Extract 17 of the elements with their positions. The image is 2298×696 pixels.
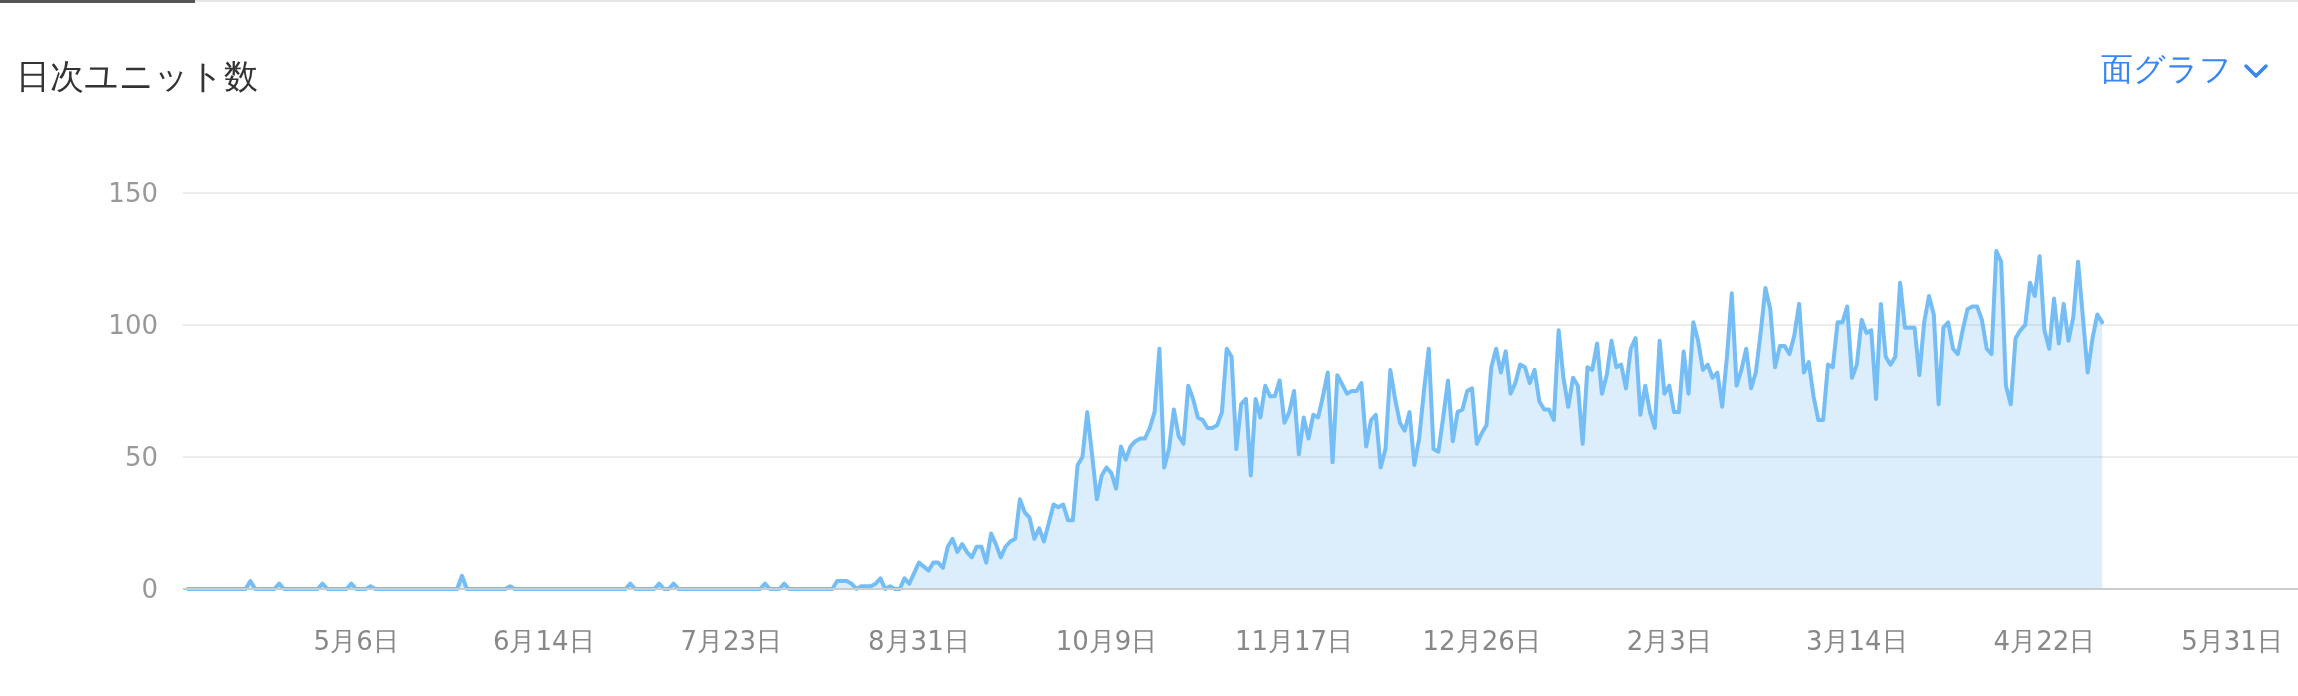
y-tick-label: 150 bbox=[108, 178, 158, 209]
x-tick-label: 5月31日 bbox=[2181, 626, 2283, 656]
chart-title: 日次ユニット数 bbox=[16, 56, 258, 96]
text: 面グラフ bbox=[2101, 50, 2232, 88]
x-tick-label: 3月14日 bbox=[1806, 626, 1908, 656]
x-tick-label: 5月6日 bbox=[313, 626, 399, 656]
x-tick-label: 11月17日 bbox=[1234, 626, 1354, 656]
x-tick-label: 6月14日 bbox=[492, 626, 595, 656]
x-tick-label: 10月9日 bbox=[1055, 626, 1158, 656]
x-tick-label: 4月22日 bbox=[1993, 626, 2096, 656]
x-tick-label: 8月31日 bbox=[868, 626, 970, 656]
x-tick-label: 7月23日 bbox=[680, 626, 783, 656]
y-tick-label: 50 bbox=[124, 442, 158, 473]
y-tick-label: 0 bbox=[141, 574, 158, 605]
x-tick-label: 2月3日 bbox=[1626, 626, 1712, 656]
y-tick-label: 100 bbox=[108, 310, 158, 341]
x-tick-label: 12月26日 bbox=[1422, 626, 1541, 656]
